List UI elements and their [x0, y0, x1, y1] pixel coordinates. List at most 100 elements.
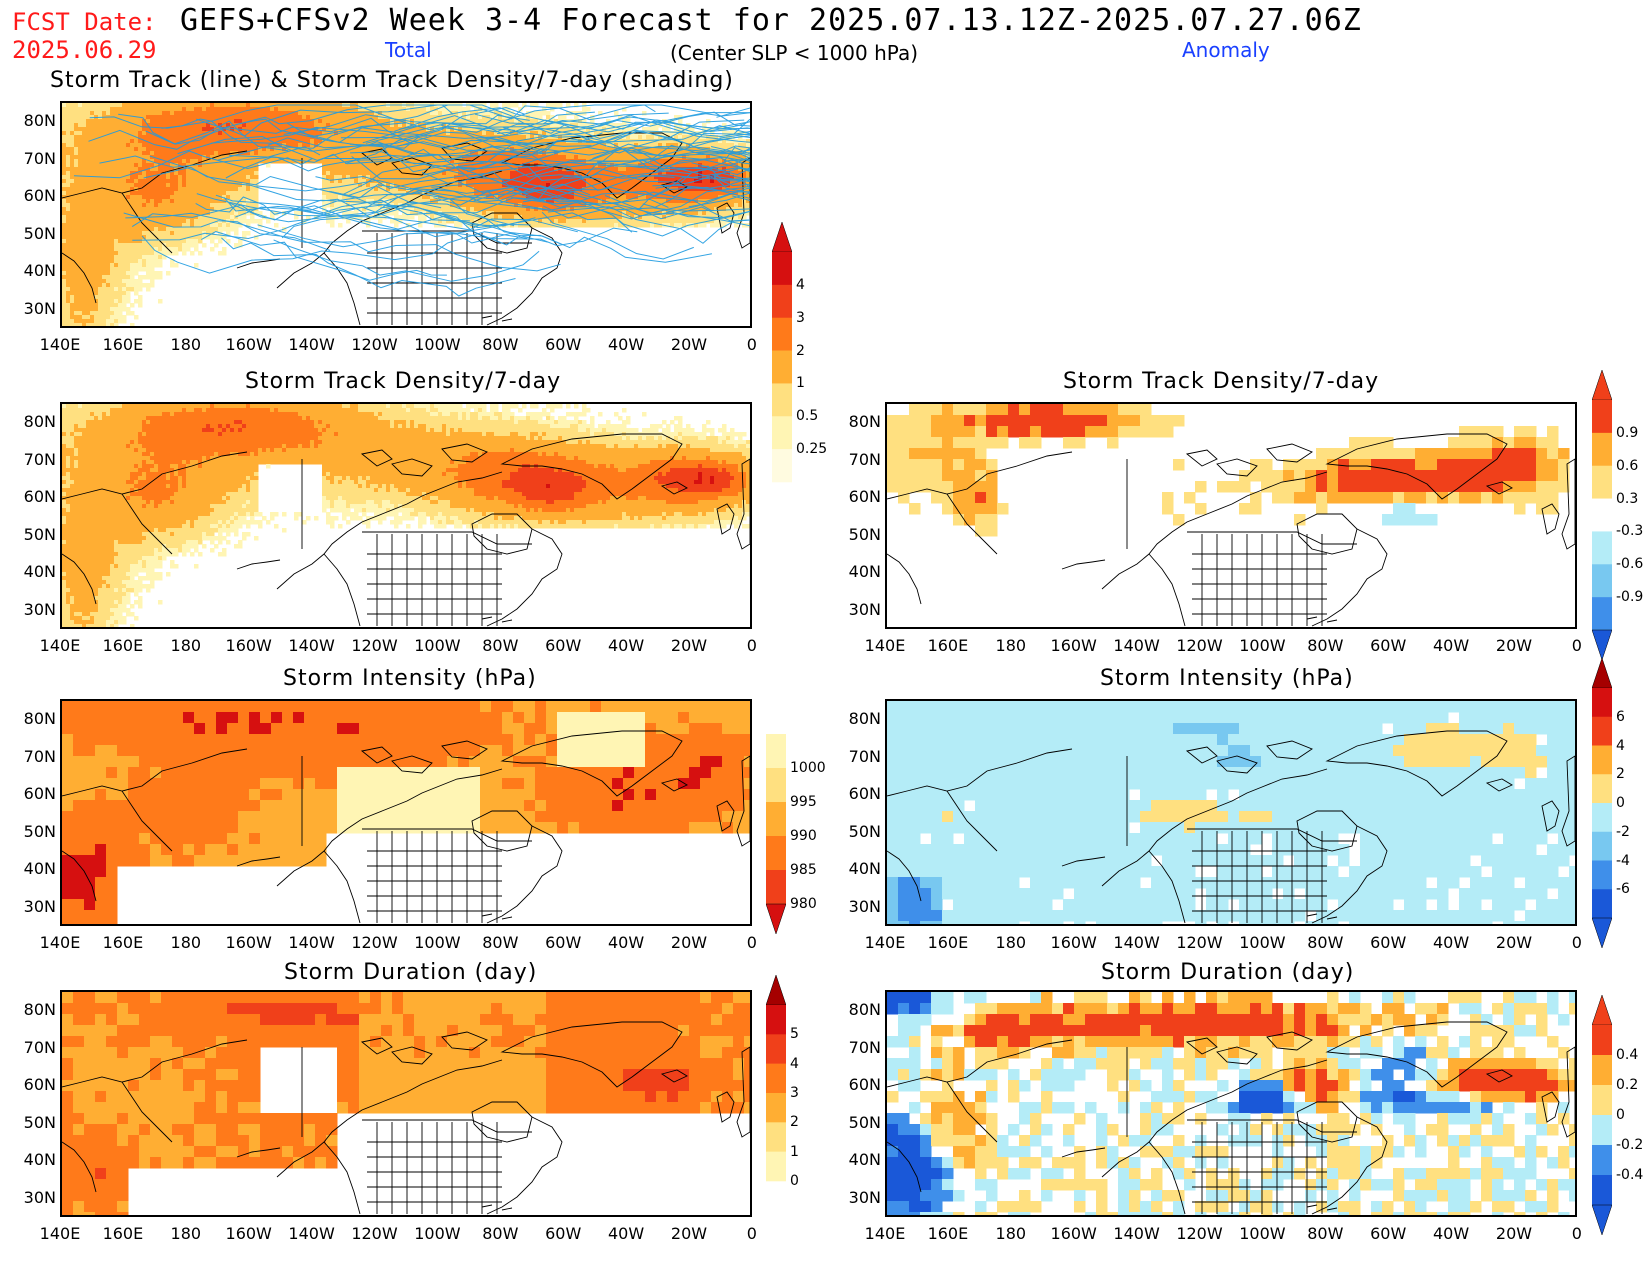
lon-tick-label: 160W: [1050, 933, 1097, 952]
lon-tick-label: 120W: [351, 335, 398, 354]
lon-tick-label: 80W: [482, 1224, 519, 1243]
lat-tick-label: 80N: [23, 1000, 56, 1019]
lon-tick-label: 160E: [102, 636, 144, 655]
lat-tick-label: 60N: [848, 784, 881, 803]
lon-tick-label: 140W: [288, 1224, 335, 1243]
colorbar-tick-label: -0.3: [1616, 523, 1644, 540]
lon-tick-label: 40W: [608, 335, 645, 354]
lon-tick-label: 40W: [1433, 1224, 1470, 1243]
lon-tick-label: 120W: [351, 1224, 398, 1243]
storm-track-map: [60, 101, 752, 328]
lon-tick-label: 100W: [414, 933, 461, 952]
intensity-total-map: [60, 699, 752, 926]
lon-tick-label: 60W: [1370, 1224, 1407, 1243]
lon-tick-label: 100W: [414, 335, 461, 354]
lon-tick-label: 160W: [225, 933, 272, 952]
colorbar-tick-label: -0.4: [1616, 1167, 1644, 1183]
colorbar-intensity_anom: [1591, 657, 1613, 949]
lat-tick-label: 50N: [848, 524, 881, 544]
colorbar-tick-label: 6: [1616, 708, 1625, 725]
lat-tick-label: 50N: [23, 223, 56, 243]
colorbar-tick-label: 1000: [790, 760, 826, 776]
lon-tick-label: 180: [170, 636, 202, 655]
colorbar-tick-label: -4: [1616, 852, 1630, 869]
lat-tick-label: 50N: [848, 821, 881, 841]
lon-tick-label: 140W: [1113, 636, 1160, 655]
density-anom-title: Storm Track Density/7-day: [1063, 369, 1380, 394]
lon-tick-label: 60W: [1370, 636, 1407, 655]
lon-tick-label: 100W: [1239, 933, 1286, 952]
lat-tick-label: 30N: [23, 896, 56, 916]
lon-tick-label: 140W: [1113, 1224, 1160, 1243]
colorbar-tick-label: 5: [790, 1026, 799, 1043]
lon-tick-label: 140E: [864, 636, 906, 655]
lon-tick-label: 160E: [102, 933, 144, 952]
lat-tick-label: 40N: [848, 562, 881, 581]
lon-tick-label: 80W: [482, 636, 519, 655]
lat-tick-label: 50N: [23, 524, 56, 544]
lat-tick-label: 30N: [848, 896, 881, 916]
lat-tick-label: 60N: [23, 186, 56, 205]
colorbar-tick-label: 0.5: [796, 408, 819, 425]
colorbar-intensity_total: [765, 704, 787, 935]
lon-tick-label: 0: [746, 933, 757, 952]
total-label: Total: [385, 38, 432, 62]
lon-tick-label: 60W: [1370, 933, 1407, 952]
colorbar-tick-label: 0.9: [1616, 424, 1639, 441]
lon-tick-label: 140E: [39, 1224, 81, 1243]
lon-tick-label: 160W: [225, 636, 272, 655]
lon-tick-label: 100W: [414, 636, 461, 655]
intensity-total-title: Storm Intensity (hPa): [283, 666, 537, 691]
intensity-anom-title: Storm Intensity (hPa): [1100, 666, 1354, 691]
lon-tick-label: 180: [995, 933, 1027, 952]
colorbar-tick-label: -0.9: [1616, 589, 1644, 606]
colorbar-tick-label: 4: [796, 276, 805, 293]
lon-tick-label: 160E: [927, 933, 969, 952]
lat-tick-label: 30N: [23, 298, 56, 318]
lat-tick-label: 30N: [848, 599, 881, 619]
colorbar-tick-label: 985: [790, 862, 817, 878]
lat-tick-label: 30N: [848, 1187, 881, 1207]
lon-tick-label: 140E: [39, 636, 81, 655]
colorbar-tick-label: 990: [790, 828, 817, 844]
lon-tick-label: 180: [170, 933, 202, 952]
lon-tick-label: 80W: [1307, 933, 1344, 952]
colorbar-tick-label: 1: [796, 375, 805, 392]
lon-tick-label: 160E: [102, 335, 144, 354]
lon-tick-label: 40W: [1433, 933, 1470, 952]
lon-tick-label: 20W: [670, 335, 708, 354]
lon-tick-label: 140W: [1113, 933, 1160, 952]
lat-tick-label: 70N: [23, 148, 56, 168]
lon-tick-label: 160W: [1050, 636, 1097, 655]
fcst-date-value: 2025.06.29: [12, 36, 157, 64]
lat-tick-label: 50N: [23, 1112, 56, 1132]
lon-tick-label: 120W: [1176, 933, 1223, 952]
duration-total-title: Storm Duration (day): [284, 960, 538, 985]
colorbar-tick-label: 2: [1616, 766, 1625, 783]
lat-tick-label: 50N: [848, 1112, 881, 1132]
colorbar-tick-label: 3: [790, 1085, 799, 1101]
colorbar-tick-label: 0.3: [1616, 490, 1639, 507]
lon-tick-label: 180: [170, 335, 202, 354]
lon-tick-label: 40W: [608, 933, 645, 952]
lon-tick-label: 20W: [670, 636, 708, 655]
lon-tick-label: 120W: [351, 636, 398, 655]
lat-tick-label: 70N: [848, 746, 881, 766]
lat-tick-label: 70N: [23, 1037, 56, 1057]
lon-tick-label: 40W: [608, 636, 645, 655]
colorbar-tick-label: 980: [790, 896, 817, 912]
lon-tick-label: 120W: [1176, 1224, 1223, 1243]
lon-tick-label: 0: [1571, 933, 1582, 952]
lat-tick-label: 80N: [23, 111, 56, 130]
lon-tick-label: 180: [170, 1224, 202, 1243]
lon-tick-label: 140E: [864, 1224, 906, 1243]
lat-tick-label: 40N: [848, 859, 881, 878]
lon-tick-label: 160E: [927, 636, 969, 655]
criterion-label: (Center SLP < 1000 hPa): [670, 41, 918, 65]
lat-tick-label: 80N: [848, 709, 881, 728]
lat-tick-label: 60N: [23, 1075, 56, 1094]
density-anomaly-map: [885, 402, 1577, 629]
lon-tick-label: 160W: [225, 335, 272, 354]
colorbar-tick-label: 2: [796, 342, 805, 359]
lat-tick-label: 80N: [23, 709, 56, 728]
